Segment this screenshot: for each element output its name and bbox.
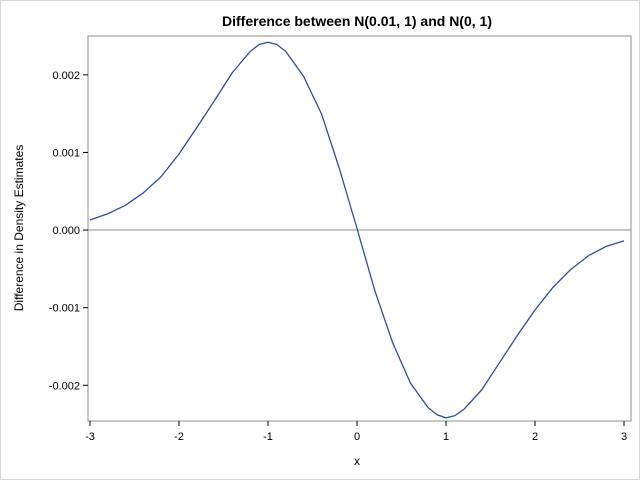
y-tick-label: -0.002: [49, 380, 80, 392]
plot-border: [87, 35, 632, 422]
y-axis-label: Difference in Density Estimates: [12, 145, 26, 312]
y-tick-label: 0.001: [52, 147, 80, 159]
chart-title: Difference between N(0.01, 1) and N(0, 1…: [222, 13, 492, 29]
y-axis-ticks: -0.002 -0.001 0.000 0.001 0.002: [49, 70, 88, 392]
y-tick-label: 0.000: [52, 225, 80, 237]
x-tick-label: 2: [532, 431, 538, 443]
y-tick-label: 0.002: [52, 70, 80, 82]
x-axis-label: x: [354, 454, 360, 468]
x-axis-ticks: -3 -2 -1 0 1 2 3: [85, 421, 627, 443]
x-tick-label: -2: [174, 431, 184, 443]
x-tick-label: 1: [443, 431, 449, 443]
series-line-1: [89, 41, 625, 419]
x-tick-label: -1: [263, 431, 273, 443]
y-tick-label: -0.001: [49, 303, 80, 315]
x-tick-label: 0: [354, 431, 360, 443]
x-tick-label: 3: [621, 431, 627, 443]
x-tick-label: -3: [85, 431, 95, 443]
plot-area: [87, 35, 632, 422]
